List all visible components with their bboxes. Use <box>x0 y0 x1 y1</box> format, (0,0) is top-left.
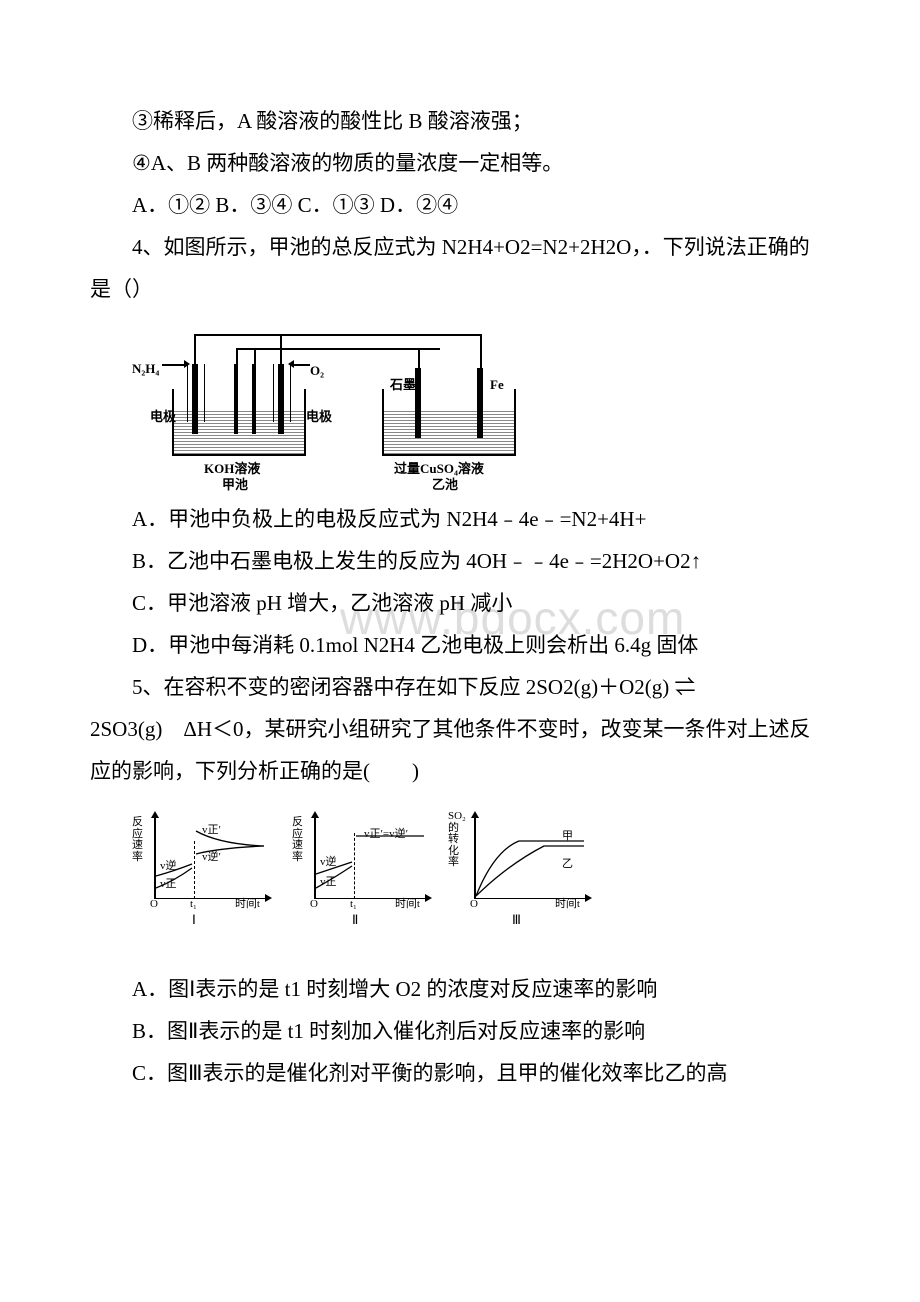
lbl-jiachi: 甲池 <box>222 472 248 498</box>
c1-ylabel: 反应速率 <box>132 817 146 863</box>
c1-a0: v正′ <box>202 819 221 841</box>
q3-stmt4: ④A、B 两种酸溶液的物质的量浓度一定相等。 <box>90 142 830 184</box>
q4-optB: B．乙池中石墨电极上发生的反应为 4OH﹣﹣4e﹣=2H2O+O2↑ <box>90 540 830 582</box>
figure-electrochemistry: N₂H₄ O₂ 电极 电极 石墨 Fe KOH溶液 甲池 过量CuSO₄溶液 乙… <box>132 324 830 484</box>
c3-roman: Ⅲ <box>512 907 521 933</box>
fig1-canvas: N₂H₄ O₂ 电极 电极 石墨 Fe KOH溶液 甲池 过量CuSO₄溶液 乙… <box>132 324 542 484</box>
c2-a1: v正 <box>320 871 337 893</box>
q4-optD: D．甲池中每消耗 0.1mol N2H4 乙池电极上则会析出 6.4g 固体 <box>90 624 830 666</box>
q5-optA: A．图Ⅰ表示的是 t1 时刻增大 O2 的浓度对反应速率的影响 <box>90 968 830 1010</box>
c2-roman: Ⅱ <box>352 907 358 933</box>
q3-options: A．①② B．③④ C．①③ D．②④ <box>90 184 830 226</box>
lbl-fe: Fe <box>490 372 504 398</box>
q3-stmt3: ③稀释后，A 酸溶液的酸性比 B 酸溶液强； <box>90 100 830 142</box>
fig2-canvas: 反应速率 O 时间t t₁ v正′ v逆′ v逆 v正 Ⅰ <box>132 806 612 936</box>
q5-optC: C．图Ⅲ表示的是催化剂对平衡的影响，且甲的催化效率比乙的高 <box>90 1052 830 1094</box>
q5-stem2: 2SO3(g) ΔH＜0，某研究小组研究了其他条件不变时，改变某一条件对上述反应… <box>90 708 830 792</box>
c2-ylabel: 反应速率 <box>292 817 306 863</box>
figure-three-charts: 反应速率 O 时间t t₁ v正′ v逆′ v逆 v正 Ⅰ <box>132 806 830 936</box>
lbl-n2h4: N₂H₄ <box>132 356 159 382</box>
c1-roman: Ⅰ <box>192 907 196 933</box>
lbl-electrode-l: 电极 <box>150 404 163 430</box>
lbl-shimo: 石墨 <box>390 372 416 398</box>
page: ③稀释后，A 酸溶液的酸性比 B 酸溶液强； ④A、B 两种酸溶液的物质的量浓度… <box>0 0 920 1154</box>
q5-stem1: 5、在容积不变的密闭容器中存在如下反应 2SO2(g)＋O2(g) ⇌ <box>90 666 830 708</box>
c3-ylabel: SO₂的转化率 <box>448 811 464 869</box>
q4-optC: C．甲池溶液 pH 增大，乙池溶液 pH 减小 <box>90 582 830 624</box>
q4-optA: A．甲池中负极上的电极反应式为 N2H4﹣4e﹣=N2+4H+ <box>90 498 830 540</box>
q4-stem: 4、如图所示，甲池的总反应式为 N2H4+O2=N2+2H2O，．下列说法正确的… <box>90 226 830 310</box>
q5-optB: B．图Ⅱ表示的是 t1 时刻加入催化剂后对反应速率的影响 <box>90 1010 830 1052</box>
lbl-o2: O₂ <box>310 358 324 384</box>
c2-a0: v逆 <box>320 851 337 873</box>
lbl-electrode-r: 电极 <box>306 404 319 430</box>
c3-l0: 甲 <box>562 825 573 847</box>
c3-l1: 乙 <box>562 853 573 875</box>
c1-a3: v正 <box>160 873 177 895</box>
lbl-yichi: 乙池 <box>432 472 458 498</box>
c1-a1: v逆′ <box>202 846 221 868</box>
c2-atop: v正′=v逆′ <box>364 823 408 845</box>
